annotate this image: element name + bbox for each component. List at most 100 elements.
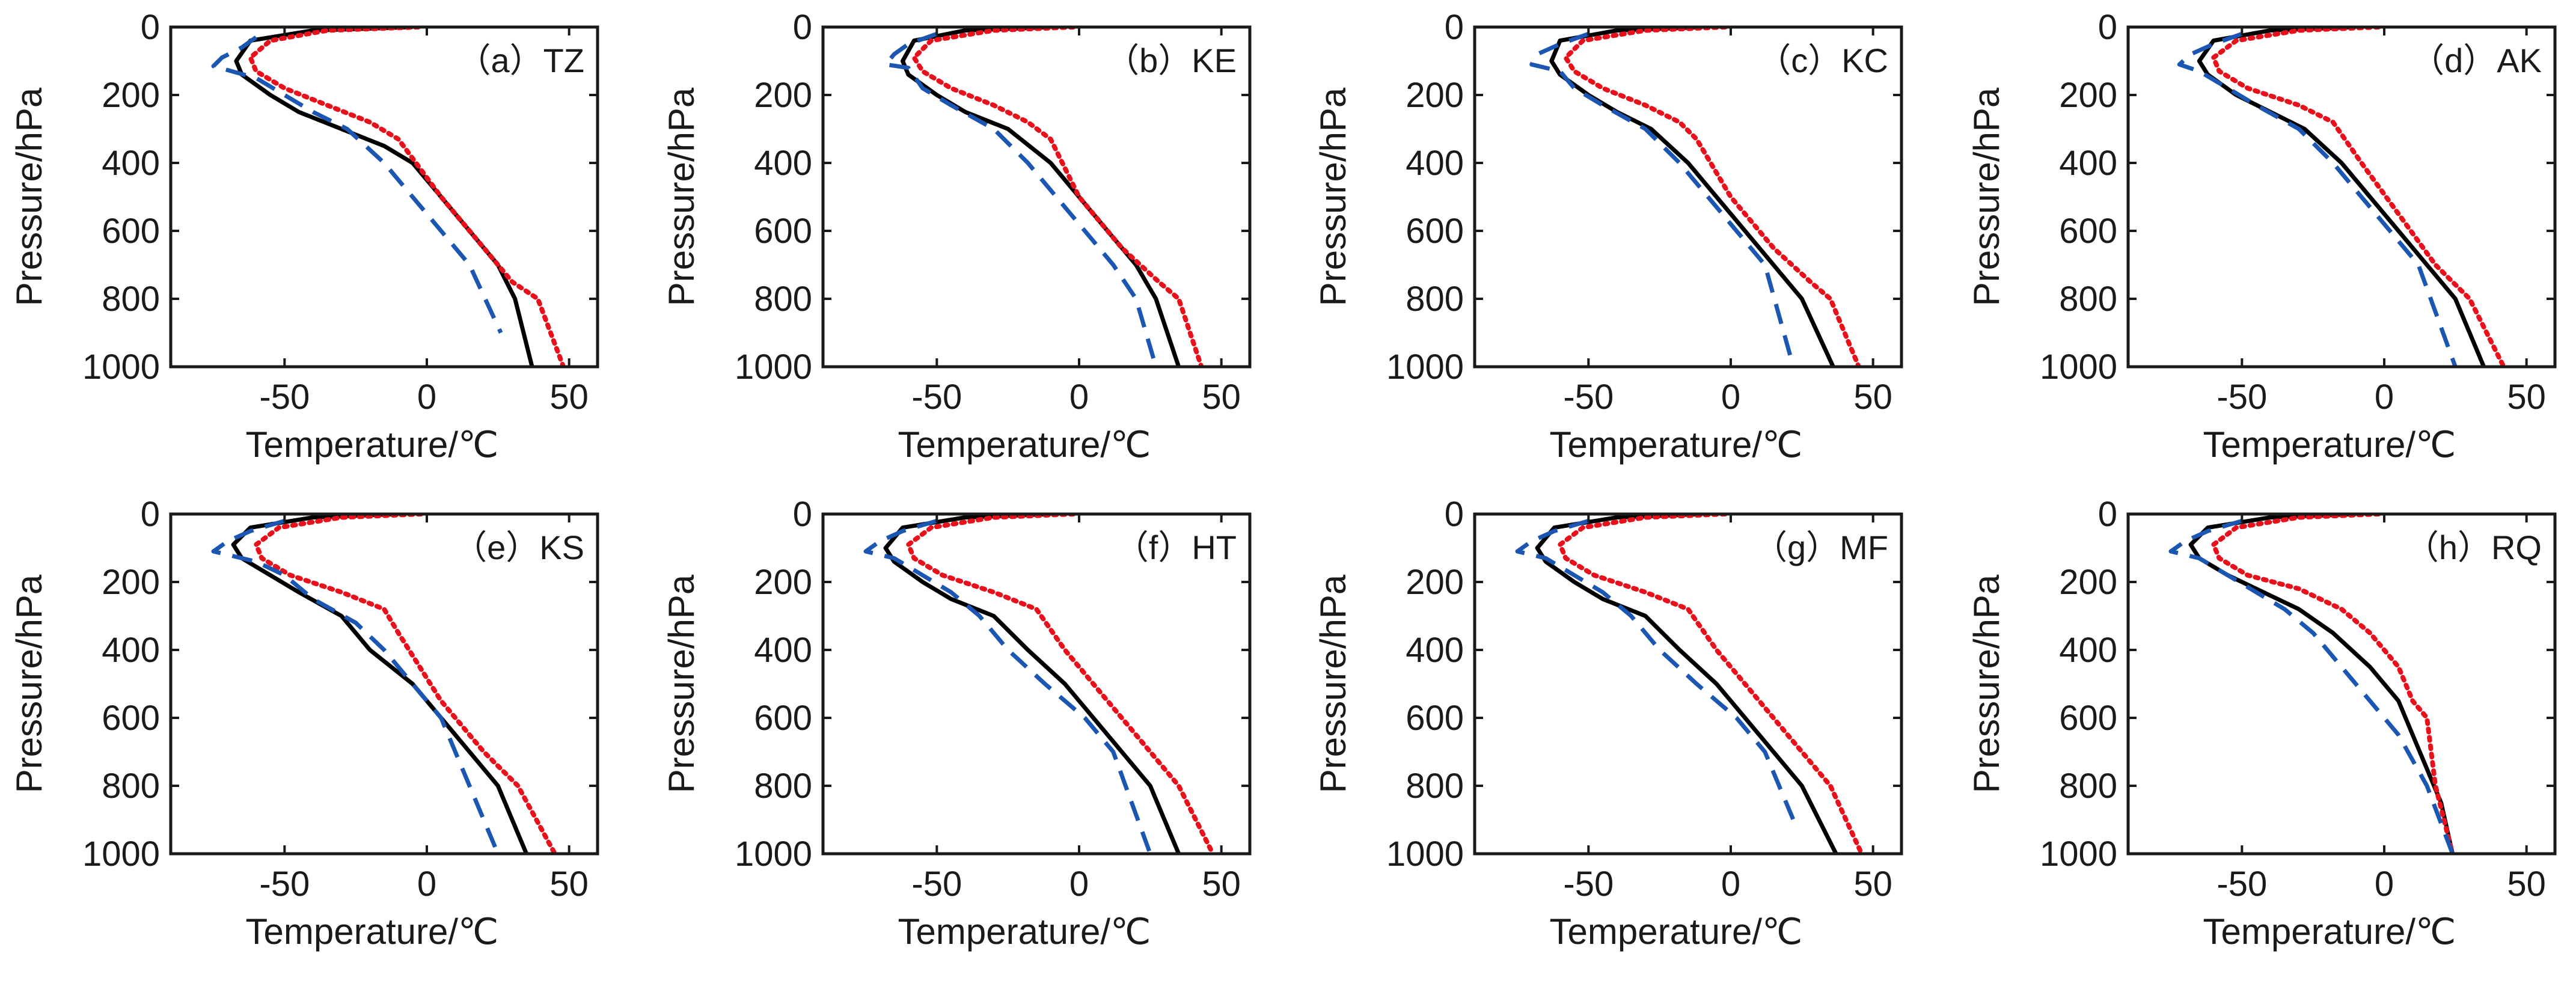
x-tick-label: 50 xyxy=(549,865,589,904)
x-tick-label: 0 xyxy=(417,865,436,904)
panel-label: （g）MF xyxy=(1754,528,1888,566)
series-line-dashed xyxy=(2177,32,2458,367)
x-tick-label: -50 xyxy=(259,378,310,417)
series-group xyxy=(211,27,566,367)
y-tick-label: 1000 xyxy=(2040,348,2117,387)
x-tick-label: 50 xyxy=(1853,865,1892,904)
panel-2: -50 0 50 0 200 400 600 800 1000 Temperature/℃ Pres… xyxy=(661,8,1252,465)
y-tick-label: 1000 xyxy=(735,834,812,874)
y-tick-label: 200 xyxy=(102,563,160,602)
panel-label: （f）HT xyxy=(1115,528,1237,566)
y-tick-label: 200 xyxy=(754,563,812,602)
x-tick-label: 50 xyxy=(1853,378,1892,417)
y-tick-label: 200 xyxy=(1406,76,1464,115)
plot-frame xyxy=(169,512,599,856)
x-tick-label: 0 xyxy=(417,378,436,417)
panel-8: -50 0 50 0 200 400 600 800 1000 Temperature/℃ Pres… xyxy=(1966,495,2557,952)
x-tick-label: -50 xyxy=(911,378,962,417)
y-tick-label: 600 xyxy=(754,212,812,251)
x-tick-label: -50 xyxy=(1563,378,1614,417)
series-line-dotted xyxy=(906,514,1216,854)
y-tick-label: 800 xyxy=(754,280,812,319)
panel-label: （e）KS xyxy=(453,528,584,566)
series-line-dashed xyxy=(1515,518,1796,821)
series-line-dotted xyxy=(911,27,1204,367)
y-tick-label: 400 xyxy=(2059,631,2117,670)
x-tick-label: 50 xyxy=(2507,865,2546,904)
x-tick-label: 50 xyxy=(549,378,589,417)
series-line-dashed xyxy=(2168,518,2455,854)
y-tick-label: 400 xyxy=(754,631,812,670)
series-group xyxy=(2168,514,2455,854)
series-line-dotted xyxy=(1563,27,1861,367)
series-line-dotted xyxy=(1558,514,1864,854)
series-line-solid xyxy=(2197,27,2486,367)
y-axis-label: Pressure/hPa xyxy=(1966,574,2007,793)
y-tick-label: 0 xyxy=(2098,495,2117,534)
panel-label: （c）KC xyxy=(1757,41,1888,79)
x-axis-label: Temperature/℃ xyxy=(1550,424,1803,465)
y-tick-label: 400 xyxy=(2059,144,2117,183)
panel-3: -50 0 50 0 200 400 600 800 1000 Temperature/℃ Pres… xyxy=(1313,8,1903,465)
y-tick-label: 600 xyxy=(102,212,160,251)
y-tick-label: 0 xyxy=(793,495,812,534)
y-tick-label: 800 xyxy=(2059,767,2117,806)
x-axis-label: Temperature/℃ xyxy=(1550,911,1803,952)
x-tick-label: -50 xyxy=(259,865,310,904)
panel-1: -50 0 50 0 200 400 600 800 1000 Temperature/℃ Pres… xyxy=(9,8,599,465)
y-tick-label: 200 xyxy=(754,76,812,115)
y-tick-label: 1000 xyxy=(1386,834,1464,874)
y-tick-label: 400 xyxy=(1406,631,1464,670)
x-axis-label: Temperature/℃ xyxy=(246,424,499,465)
plot-frame xyxy=(1473,25,1903,369)
y-tick-label: 600 xyxy=(102,699,160,738)
y-tick-label: 800 xyxy=(102,280,160,319)
y-axis-label: Pressure/hPa xyxy=(9,574,49,793)
x-axis-label: Temperature/℃ xyxy=(2203,911,2456,952)
x-tick-label: 0 xyxy=(1721,378,1740,417)
x-tick-label: 0 xyxy=(2375,378,2394,417)
y-tick-label: 1000 xyxy=(82,834,160,874)
y-tick-label: 600 xyxy=(2059,699,2117,738)
x-tick-label: 0 xyxy=(1069,865,1089,904)
y-tick-label: 800 xyxy=(102,767,160,806)
series-group xyxy=(2177,27,2506,367)
panel-7: -50 0 50 0 200 400 600 800 1000 Temperature/℃ Pres… xyxy=(1313,495,1903,952)
panel-label: （b）KE xyxy=(1106,41,1237,79)
series-group xyxy=(1529,27,1861,367)
y-tick-label: 800 xyxy=(1406,280,1464,319)
y-tick-label: 800 xyxy=(1406,767,1464,806)
y-axis-label: Pressure/hPa xyxy=(9,87,49,306)
y-tick-label: 200 xyxy=(2059,563,2117,602)
x-tick-label: 50 xyxy=(1202,378,1241,417)
x-axis-label: Temperature/℃ xyxy=(246,911,499,952)
y-tick-label: 0 xyxy=(141,495,160,534)
y-axis-label: Pressure/hPa xyxy=(1313,87,1353,306)
y-tick-label: 0 xyxy=(1445,8,1464,47)
y-tick-label: 200 xyxy=(102,76,160,115)
plot-frame xyxy=(2126,25,2557,369)
panel-label: （a）TZ xyxy=(457,41,584,79)
plot-frame xyxy=(821,25,1252,369)
series-line-dotted xyxy=(248,27,566,367)
y-tick-label: 400 xyxy=(754,144,812,183)
y-tick-label: 1000 xyxy=(2040,834,2117,874)
y-axis-label: Pressure/hPa xyxy=(1966,87,2007,306)
y-tick-label: 800 xyxy=(754,767,812,806)
y-tick-label: 0 xyxy=(1445,495,1464,534)
series-line-dashed xyxy=(883,32,1158,367)
x-tick-label: 0 xyxy=(2375,865,2394,904)
series-line-dashed xyxy=(211,35,503,334)
x-axis-label: Temperature/℃ xyxy=(898,911,1151,952)
x-tick-label: -50 xyxy=(2217,865,2267,904)
series-line-dashed xyxy=(863,518,1152,854)
y-axis-label: Pressure/hPa xyxy=(1313,574,1353,793)
panel-5: -50 0 50 0 200 400 600 800 1000 Temperature/℃ Pres… xyxy=(9,495,599,952)
panel-6: -50 0 50 0 200 400 600 800 1000 Temperature/℃ Pres… xyxy=(661,495,1252,952)
series-group xyxy=(211,514,557,854)
y-tick-label: 600 xyxy=(2059,212,2117,251)
x-tick-label: 50 xyxy=(1202,865,1241,904)
series-group xyxy=(1515,514,1864,854)
y-tick-label: 600 xyxy=(754,699,812,738)
